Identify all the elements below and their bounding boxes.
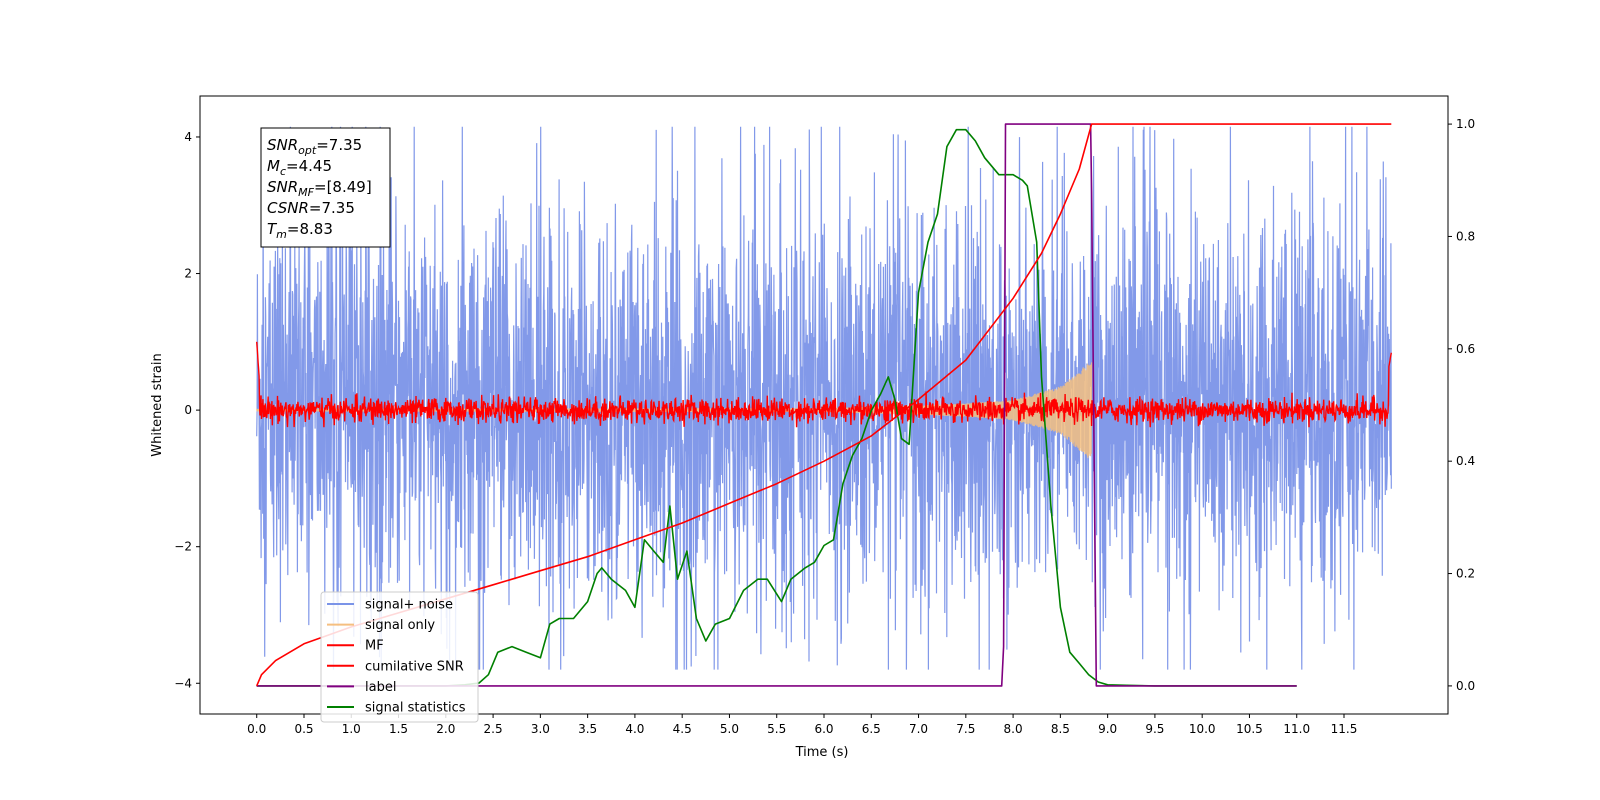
- y-right-tick-label: 0.4: [1456, 454, 1475, 468]
- annotation-subscript: c: [280, 165, 286, 178]
- annotation-value: =7.35: [316, 136, 362, 154]
- x-tick-label: 3.5: [578, 722, 597, 736]
- x-tick-label: 2.0: [436, 722, 455, 736]
- x-tick-label: 7.5: [956, 722, 975, 736]
- x-tick-label: 3.0: [531, 722, 550, 736]
- legend-entry-label: signal+ noise: [365, 598, 453, 613]
- y-left-tick-label: 2: [184, 267, 192, 281]
- x-tick-label: 9.0: [1098, 722, 1117, 736]
- series-signal-noise-line: [256, 126, 1392, 670]
- legend-entry-label: MF: [365, 639, 384, 654]
- annotation-subscript: MF: [298, 186, 314, 199]
- x-tick-label: 7.0: [909, 722, 928, 736]
- y-axis-label: Whitened strain: [150, 353, 165, 456]
- x-tick-label: 2.5: [484, 722, 503, 736]
- y-axis-left: −4 −2 0 2 4: [174, 130, 200, 690]
- annotation-symbol: SNR: [267, 178, 298, 196]
- annotation-symbol: T: [267, 220, 278, 238]
- x-tick-label: 0.0: [247, 722, 266, 736]
- y-right-tick-label: 0.0: [1456, 679, 1475, 693]
- legend-entry-label: signal only: [365, 618, 435, 633]
- annotation-value: =4.45: [286, 157, 332, 175]
- annotation-box: SNRopt=7.35Mc=4.45SNRMF=[8.49]CSNR=7.35T…: [260, 127, 391, 248]
- annotation-value: =7.35: [309, 199, 355, 217]
- x-tick-label: 1.0: [342, 722, 361, 736]
- x-tick-label: 9.5: [1145, 722, 1164, 736]
- annotation-symbol: M: [267, 157, 280, 175]
- x-tick-label: 10.5: [1236, 722, 1263, 736]
- annotation-subscript: m: [276, 228, 287, 241]
- x-tick-label: 10.0: [1189, 722, 1216, 736]
- legend-entry-label: signal statistics: [365, 701, 466, 716]
- annotation-frame: [260, 127, 391, 248]
- x-tick-label: 4.5: [673, 722, 692, 736]
- x-tick-label: 6.0: [814, 722, 833, 736]
- x-tick-label: 11.0: [1283, 722, 1310, 736]
- x-tick-label: 11.5: [1331, 722, 1358, 736]
- legend-entry-label: cumilative SNR: [365, 659, 464, 674]
- y-left-tick-label: 4: [184, 130, 192, 144]
- series-label-line: [256, 123, 1297, 687]
- y-left-tick-label: 0: [184, 403, 192, 417]
- y-right-tick-label: 0.6: [1456, 342, 1475, 356]
- x-tick-label: 4.0: [625, 722, 644, 736]
- annotation-value: =8.83: [287, 220, 333, 238]
- x-tick-label: 5.5: [767, 722, 786, 736]
- annotation-symbol: CSNR: [267, 199, 309, 217]
- x-tick-label: 6.5: [862, 722, 881, 736]
- x-axis-label: Time (s): [795, 745, 849, 760]
- annotation-line: CSNR=7.35: [267, 199, 355, 217]
- y-left-tick-label: −4: [174, 676, 192, 690]
- legend: signal+ noise signal only MF cumilative SNR…: [320, 591, 479, 723]
- plot-area: [255, 123, 1392, 687]
- annotation-line: Tm=8.83: [267, 220, 333, 241]
- series-signal-statistics-line: [256, 128, 1297, 687]
- series-mf-line: [256, 341, 1392, 428]
- x-tick-label: 1.5: [389, 722, 408, 736]
- y-right-tick-label: 0.8: [1456, 229, 1475, 243]
- x-tick-label: 5.0: [720, 722, 739, 736]
- annotation-value: =[8.49]: [314, 178, 372, 196]
- annotation-line: Mc=4.45: [267, 157, 332, 178]
- x-tick-label: 8.5: [1051, 722, 1070, 736]
- legend-entry-label: label: [365, 680, 396, 695]
- y-right-tick-label: 0.2: [1456, 567, 1475, 581]
- annotation-line: SNRMF=[8.49]: [267, 178, 372, 199]
- x-tick-label: 8.0: [1004, 722, 1023, 736]
- x-tick-label: 0.5: [294, 722, 313, 736]
- y-right-tick-label: 1.0: [1456, 117, 1475, 131]
- x-axis: 0.0 0.5 1.0 1.5 2.0 2.5 3.0 3.5 4.0 4.5 5.0 5.5 6.0 6…: [247, 714, 1357, 736]
- legend-frame: [320, 591, 479, 723]
- y-left-tick-label: −2: [174, 540, 192, 554]
- annotation-line: SNRopt=7.35: [267, 136, 362, 157]
- annotation-symbol: SNR: [267, 136, 298, 154]
- annotation-subscript: opt: [298, 144, 317, 157]
- y-axis-right: 0.0 0.2 0.4 0.6 0.8 1.0: [1448, 117, 1475, 693]
